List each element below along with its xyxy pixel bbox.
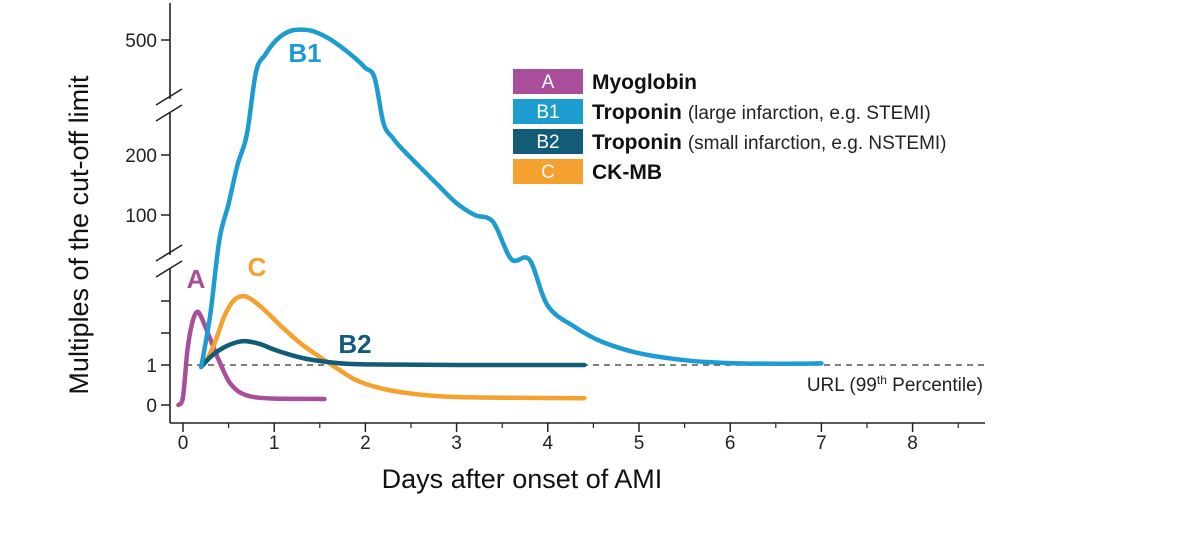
- legend-item-b2: B2 Troponin (small infarction, e.g. NSTEMI…: [513, 129, 947, 154]
- curve-label-b1: B1: [288, 38, 321, 68]
- y-axis-title: Multiples of the cut-off limit: [64, 75, 94, 395]
- x-tick-label: 5: [634, 433, 645, 454]
- curve-label-b2: B2: [338, 329, 371, 359]
- legend-note: (small infarction, e.g. NSTEMI): [688, 133, 947, 154]
- legend-note: (large infarction, e.g. STEMI): [688, 103, 931, 124]
- x-tick-label: 0: [178, 433, 189, 454]
- legend-item-c: C CK-MB: [513, 159, 662, 184]
- legend-swatch-label: B2: [536, 132, 559, 153]
- y-tick-label: 100: [125, 206, 157, 227]
- x-tick-label: 4: [543, 433, 554, 454]
- x-tick-label: 7: [816, 433, 827, 454]
- y-tick-label: 500: [125, 31, 157, 52]
- y-axis-break-1: [155, 88, 183, 122]
- curve-label-c: C: [248, 252, 267, 282]
- url-reference-label: URL (99th Percentile): [807, 373, 983, 396]
- x-tick-label: 3: [451, 433, 462, 454]
- series-line-b2: [198, 338, 587, 370]
- legend-name: Troponin: [592, 101, 682, 124]
- legend-swatch: [513, 129, 583, 154]
- legend-name: Myoglobin: [592, 71, 697, 94]
- y-tick-label: 200: [125, 146, 157, 167]
- legend-name: Troponin: [592, 131, 682, 154]
- legend-swatch-label: A: [542, 72, 555, 93]
- legend-swatch: [513, 99, 583, 124]
- y-tick-label: 0: [146, 396, 157, 417]
- x-tick-label: 1: [269, 433, 280, 454]
- legend-swatch-label: C: [541, 162, 555, 183]
- series-line-b1: [198, 27, 824, 370]
- x-tick-label: 2: [360, 433, 371, 454]
- legend-swatch: [513, 159, 583, 184]
- legend-swatch: [513, 69, 583, 94]
- legend-name: CK-MB: [592, 161, 662, 184]
- y-tick-label: 1: [146, 356, 157, 377]
- x-tick-label: 8: [907, 433, 918, 454]
- legend-item-b1: B1 Troponin (large infarction, e.g. STEMI): [513, 99, 931, 124]
- legend-swatch-label: B1: [536, 102, 559, 123]
- curve-label-a: A: [187, 264, 206, 294]
- legend-item-a: A Myoglobin: [513, 69, 697, 94]
- x-tick-label: 6: [725, 433, 736, 454]
- x-axis-title: Days after onset of AMI: [382, 464, 663, 494]
- y-axis-break-2: [155, 244, 183, 278]
- series-line-c: [203, 293, 587, 401]
